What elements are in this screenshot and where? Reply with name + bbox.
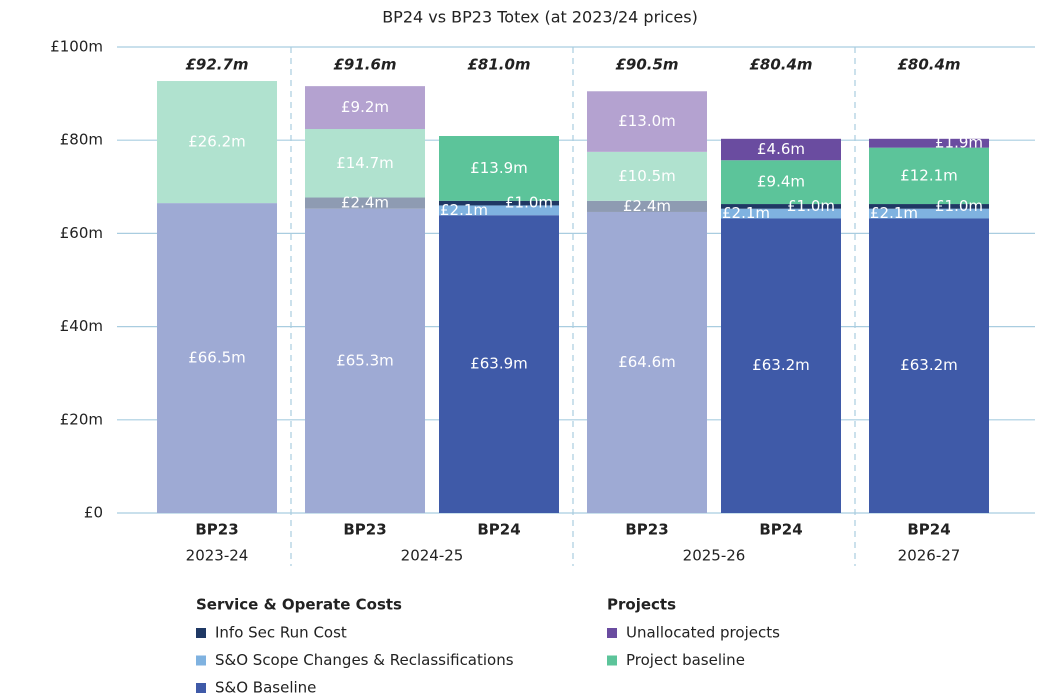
legend-swatch: [607, 655, 617, 666]
value-label: £14.7m: [336, 154, 394, 172]
legend-label: Info Sec Run Cost: [215, 624, 347, 642]
bar-segment: [305, 86, 425, 130]
value-label: £12.1m: [900, 166, 958, 184]
x-tick-label: BP23: [625, 521, 668, 539]
y-tick-label: £80m: [60, 131, 103, 149]
total-label: £80.4m: [897, 56, 960, 74]
value-label: £2.4m: [623, 197, 671, 215]
value-label: £63.2m: [752, 356, 810, 374]
bar-segment: [157, 203, 277, 514]
value-label: £2.1m: [722, 204, 770, 222]
value-label: £13.9m: [470, 159, 528, 177]
year-label: 2025-26: [683, 547, 746, 565]
bar-segment: [721, 138, 841, 161]
value-label: £9.2m: [341, 98, 389, 116]
total-label: £91.6m: [333, 56, 396, 74]
value-label: £10.5m: [618, 167, 676, 185]
value-label: £1.0m: [935, 197, 983, 215]
y-tick-label: £0: [84, 504, 103, 522]
bar-segment: [439, 136, 559, 201]
y-tick-label: £60m: [60, 224, 103, 242]
bar-segment: [305, 208, 425, 513]
total-label: £81.0m: [467, 56, 530, 74]
bar-segment: [439, 205, 559, 216]
y-tick-label: £20m: [60, 410, 103, 428]
x-tick-label: BP24: [477, 521, 520, 539]
value-label: £26.2m: [188, 133, 246, 151]
y-tick-label: £40m: [60, 317, 103, 335]
bar-segment: [439, 200, 559, 206]
legend-label: Project baseline: [626, 651, 745, 669]
bar-segment: [305, 129, 425, 198]
legend-heading: Service & Operate Costs: [196, 596, 402, 614]
bar-segment: [721, 204, 841, 209]
legend-swatch: [196, 628, 206, 638]
legend-swatch: [607, 628, 617, 638]
value-label: £64.6m: [618, 353, 676, 371]
bar-segment: [869, 138, 989, 148]
x-tick-label: BP23: [195, 521, 238, 539]
bar-segment: [439, 215, 559, 513]
legend-label: S&O Baseline: [215, 679, 316, 697]
value-label: £9.4m: [757, 173, 805, 191]
x-tick-label: BP24: [907, 521, 950, 539]
legend-swatch: [196, 683, 206, 693]
value-label: £66.5m: [188, 349, 246, 367]
bar-segment: [587, 200, 707, 212]
y-tick-label: £100m: [50, 38, 103, 56]
value-label: £2.1m: [440, 201, 488, 219]
legend-label: Unallocated projects: [626, 624, 780, 642]
bar-segment: [305, 197, 425, 209]
year-label: 2026-27: [898, 547, 961, 565]
value-label: £13.0m: [618, 112, 676, 130]
total-label: £92.7m: [185, 56, 248, 74]
bar-segment: [587, 211, 707, 514]
year-label: 2023-24: [186, 547, 249, 565]
x-tick-label: BP23: [343, 521, 386, 539]
bar-segment: [721, 160, 841, 205]
value-label: £65.3m: [336, 351, 394, 369]
bar-segment: [157, 81, 277, 204]
bar-segment: [869, 147, 989, 205]
value-label: £2.1m: [870, 204, 918, 222]
value-label: £1.0m: [787, 197, 835, 215]
value-label: £4.6m: [757, 140, 805, 158]
total-label: £80.4m: [749, 56, 812, 74]
bar-segment: [869, 218, 989, 513]
legend-swatch: [196, 655, 206, 666]
bar-segment: [587, 91, 707, 152]
legend-label: S&O Scope Changes & Reclassifications: [215, 651, 514, 669]
year-label: 2024-25: [401, 547, 464, 565]
value-label: £63.9m: [470, 355, 528, 373]
bar-segment: [721, 208, 841, 219]
value-label: £1.0m: [505, 194, 553, 212]
value-label: £63.2m: [900, 356, 958, 374]
bar-segment: [869, 208, 989, 219]
legend-heading: Projects: [607, 596, 676, 614]
bar-segment: [721, 218, 841, 513]
total-label: £90.5m: [615, 56, 678, 74]
bar-segment: [869, 204, 989, 209]
value-label: £2.4m: [341, 194, 389, 212]
value-label: £1.9m: [935, 134, 983, 152]
x-tick-label: BP24: [759, 521, 802, 539]
bar-segment: [587, 151, 707, 201]
chart-title: BP24 vs BP23 Totex (at 2023/24 prices): [382, 8, 698, 27]
